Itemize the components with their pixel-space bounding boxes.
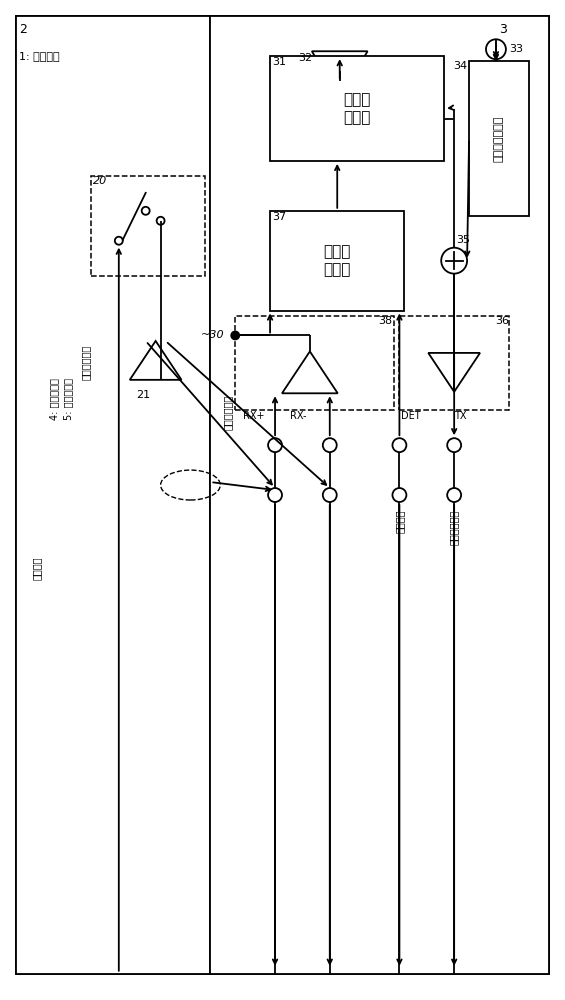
Bar [469, 61, 529, 216]
Circle shape [231, 331, 239, 339]
Text: TX: TX [454, 411, 467, 421]
Circle shape [157, 217, 164, 225]
Text: 37: 37 [272, 212, 286, 222]
Text: 语音处理单元: 语音处理单元 [222, 395, 232, 430]
Text: 38: 38 [379, 316, 393, 326]
Circle shape [268, 438, 282, 452]
Text: 语音处
理模块: 语音处 理模块 [344, 92, 371, 125]
Text: 34: 34 [453, 61, 467, 71]
Circle shape [393, 438, 406, 452]
Text: 发送声音信号: 发送声音信号 [449, 510, 459, 545]
Text: 31: 31 [272, 57, 286, 67]
Bar [399, 316, 509, 410]
Text: 1: 通知系统: 1: 通知系统 [19, 51, 60, 61]
Bar [270, 56, 444, 161]
Polygon shape [130, 341, 181, 380]
Circle shape [447, 438, 461, 452]
Polygon shape [312, 51, 368, 71]
Text: 35: 35 [456, 235, 470, 245]
Text: RX-: RX- [290, 411, 306, 421]
Bar [235, 316, 394, 410]
Text: DET: DET [401, 411, 421, 421]
Circle shape [447, 488, 461, 502]
Bar [16, 16, 210, 974]
Text: 3: 3 [499, 23, 507, 36]
Text: 外部单元: 外部单元 [31, 556, 41, 580]
Text: 36: 36 [495, 316, 509, 326]
Bar [270, 211, 405, 311]
Text: 4: 第一信号线: 4: 第一信号线 [49, 378, 59, 420]
Text: 32: 32 [298, 53, 312, 63]
Text: 接收声音信号: 接收声音信号 [81, 345, 91, 380]
Bar [91, 176, 206, 276]
Circle shape [142, 207, 150, 215]
Circle shape [441, 248, 467, 274]
Circle shape [268, 488, 282, 502]
Text: 高频波生成模块: 高频波生成模块 [494, 115, 504, 162]
Bar [210, 16, 549, 974]
Circle shape [115, 237, 123, 245]
Text: 2: 2 [19, 23, 27, 36]
Text: 21: 21 [137, 390, 151, 400]
Circle shape [486, 39, 506, 59]
Text: 33: 33 [509, 44, 523, 54]
Polygon shape [428, 353, 480, 392]
Circle shape [323, 488, 337, 502]
Text: 断线检
测模块: 断线检 测模块 [324, 244, 351, 277]
Text: 5: 第二信号线: 5: 第二信号线 [63, 378, 73, 420]
Text: RX+: RX+ [243, 411, 264, 421]
Text: 确定信号: 确定信号 [394, 510, 405, 533]
Circle shape [393, 488, 406, 502]
Text: 20: 20 [93, 176, 107, 186]
Circle shape [323, 438, 337, 452]
Text: ~30: ~30 [201, 330, 224, 340]
Polygon shape [282, 351, 338, 393]
